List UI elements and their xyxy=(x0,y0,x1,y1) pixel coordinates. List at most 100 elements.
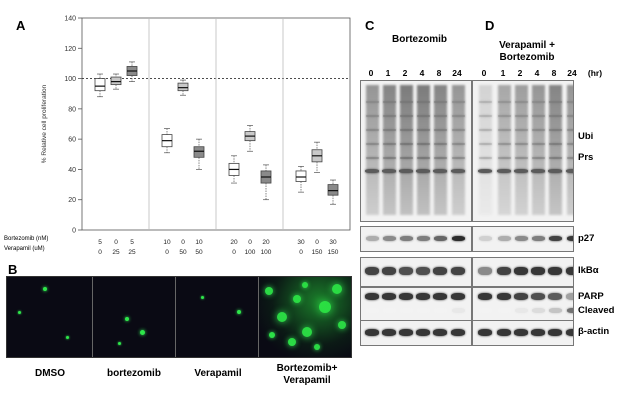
caption-verapamil: Verapamil xyxy=(194,368,242,379)
blot-band xyxy=(515,143,528,145)
blot-band xyxy=(498,157,511,159)
bortezomib-dose-label: 0 xyxy=(114,239,118,246)
lane-label: 8 xyxy=(436,68,442,78)
blot-band xyxy=(366,115,379,117)
blot-band xyxy=(452,157,465,159)
blot-c-lane-labels: 0 1 2 4 8 24 xyxy=(360,68,470,80)
caption-dmso: DMSO xyxy=(35,368,65,379)
panel-letter-c: C xyxy=(365,18,375,33)
y-tick-label: 20 xyxy=(68,197,76,204)
blot-band xyxy=(416,293,430,300)
verapamil-dose-label: 0 xyxy=(299,249,303,256)
blot-band xyxy=(451,267,465,275)
blot-band xyxy=(567,115,573,117)
verapamil-dose-label: 0 xyxy=(232,249,236,256)
blot-band xyxy=(433,329,447,336)
blot-band xyxy=(417,101,430,103)
fluorescent-cell xyxy=(237,310,241,314)
blot-band xyxy=(549,236,562,241)
blot-band xyxy=(417,308,430,313)
blot-band xyxy=(434,143,447,145)
blot-band xyxy=(548,267,562,275)
blot-band xyxy=(532,143,545,145)
fluorescent-cell xyxy=(139,329,145,335)
blot-band xyxy=(566,267,573,275)
lane-label: 2 xyxy=(517,68,523,78)
blot-band xyxy=(400,143,413,145)
blot-band xyxy=(549,101,562,103)
box xyxy=(110,76,122,86)
blot-band xyxy=(498,129,511,131)
y-tick-label: 80 xyxy=(68,106,76,113)
blot-band xyxy=(514,169,528,173)
blot-band xyxy=(549,115,562,117)
lane-label: 4 xyxy=(534,68,540,78)
blot-band xyxy=(383,129,396,131)
lane-label: 8 xyxy=(551,68,557,78)
lane-label: 1 xyxy=(385,68,391,78)
blot-band xyxy=(366,308,379,313)
y-tick-label: 40 xyxy=(68,167,76,174)
panel-divider xyxy=(175,277,176,357)
ubi-blot xyxy=(472,80,574,222)
blot-band xyxy=(532,115,545,117)
verapamil-dose-label: 150 xyxy=(312,249,323,256)
parp-blot xyxy=(360,287,472,321)
blot-band xyxy=(383,115,396,117)
blot-band xyxy=(567,101,573,103)
blot-band xyxy=(434,157,447,159)
blot-band xyxy=(452,308,465,313)
lane-label: 4 xyxy=(419,68,425,78)
blot-band xyxy=(548,169,562,173)
blot-band xyxy=(498,115,511,117)
blot-band xyxy=(452,129,465,131)
verapamil-dose-label: 100 xyxy=(261,249,272,256)
blot-band xyxy=(531,329,545,336)
blot-band xyxy=(400,308,413,313)
blot-band xyxy=(417,236,430,241)
ubiquitin-smear xyxy=(434,85,447,215)
blot-band xyxy=(497,329,511,336)
label-beta-actin: β-actin xyxy=(578,326,610,337)
blot-band xyxy=(433,169,447,173)
ubiquitin-smear xyxy=(452,85,465,215)
blot-band xyxy=(478,267,492,275)
lane-label: 1 xyxy=(500,68,506,78)
blot-band xyxy=(531,169,545,173)
blot-band xyxy=(382,293,396,300)
ubiquitin-smear xyxy=(549,85,562,215)
blot-band xyxy=(417,143,430,145)
blot-band xyxy=(567,129,573,131)
blot-band xyxy=(497,267,511,275)
blot-band xyxy=(549,129,562,131)
blot-band xyxy=(383,236,396,241)
fluorescent-cell xyxy=(43,287,47,291)
blot-band xyxy=(479,308,492,313)
blot-band xyxy=(479,143,492,145)
blot-band xyxy=(452,236,465,241)
blot-band xyxy=(382,267,396,275)
blot-band xyxy=(433,267,447,275)
blot-band xyxy=(399,293,413,300)
blot-band xyxy=(515,101,528,103)
blot-band xyxy=(366,236,379,241)
blot-band xyxy=(478,293,492,300)
blot-band xyxy=(434,236,447,241)
y-tick-label: 60 xyxy=(68,137,76,144)
blot-band xyxy=(532,308,545,313)
blot-band xyxy=(549,308,562,313)
blot-band xyxy=(478,169,492,173)
blot-band xyxy=(497,293,511,300)
ubiquitin-smear xyxy=(567,85,573,215)
y-axis-label: % Relative cell proliferation xyxy=(41,84,48,163)
blot-band xyxy=(567,157,573,159)
blot-band xyxy=(382,169,396,173)
blot-band xyxy=(452,115,465,117)
box xyxy=(177,82,189,92)
blot-band xyxy=(400,101,413,103)
blot-band xyxy=(383,157,396,159)
lane-label: 0 xyxy=(481,68,487,78)
fluorescent-cell xyxy=(17,310,21,314)
blot-band xyxy=(366,143,379,145)
bortezomib-row-label: Bortezomib (nM) xyxy=(4,236,49,242)
